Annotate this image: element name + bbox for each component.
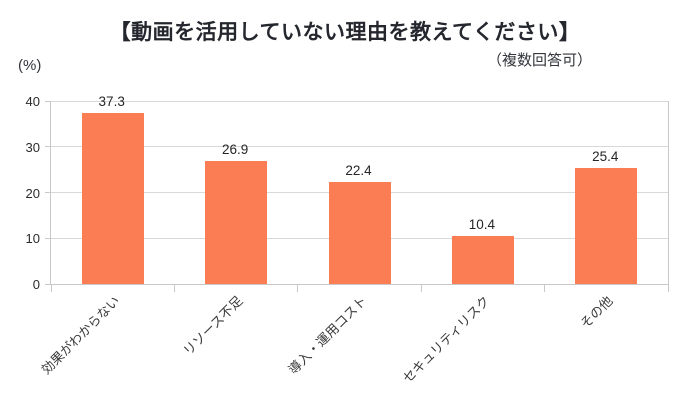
value-label-1: 26.9 [221, 141, 249, 157]
y-axis-label-20: 20 [25, 185, 40, 201]
bar-3 [451, 236, 514, 284]
y-tick-10 [45, 237, 50, 239]
bar-1 [205, 160, 268, 284]
bar-0 [81, 113, 144, 284]
value-label-0: 37.3 [98, 94, 125, 110]
x-axis-label-2: 導入・運用コスト [284, 293, 370, 378]
gridline-30 [51, 146, 668, 148]
x-tick-5 [667, 284, 669, 292]
y-tick-30 [45, 146, 50, 148]
chart-subtitle: （複数回答可） [486, 52, 592, 69]
x-axis-label-1: リソース不足 [180, 293, 246, 359]
y-axis-label-0: 0 [32, 277, 40, 292]
x-tick-3 [420, 284, 422, 292]
value-label-3: 10.4 [468, 217, 496, 233]
x-axis-label-4: その他 [577, 293, 616, 332]
value-label-4: 25.4 [592, 148, 619, 164]
y-axis-unit-label: (%) [18, 57, 42, 74]
y-tick-20 [45, 192, 50, 193]
bar-2 [328, 181, 391, 284]
bar-4 [575, 167, 638, 284]
x-axis-label-3: セキュリティリスク [399, 293, 493, 386]
x-tick-1 [173, 284, 175, 292]
x-tick-0 [50, 284, 52, 292]
y-axis-label-10: 10 [25, 231, 40, 247]
y-axis-label-30: 30 [25, 139, 40, 155]
y-axis-label-40: 40 [25, 94, 40, 109]
plot-area [45, 100, 669, 292]
x-axis-label-0: 効果がわからない [38, 293, 123, 378]
gridline-40 [51, 100, 668, 102]
x-tick-4 [544, 284, 546, 292]
chart-title: 【動画を活用していない理由を教えてください】 [109, 21, 581, 44]
y-tick-0 [45, 283, 50, 285]
value-label-2: 22.4 [345, 162, 372, 178]
x-tick-2 [297, 284, 299, 292]
y-tick-40 [45, 100, 50, 102]
